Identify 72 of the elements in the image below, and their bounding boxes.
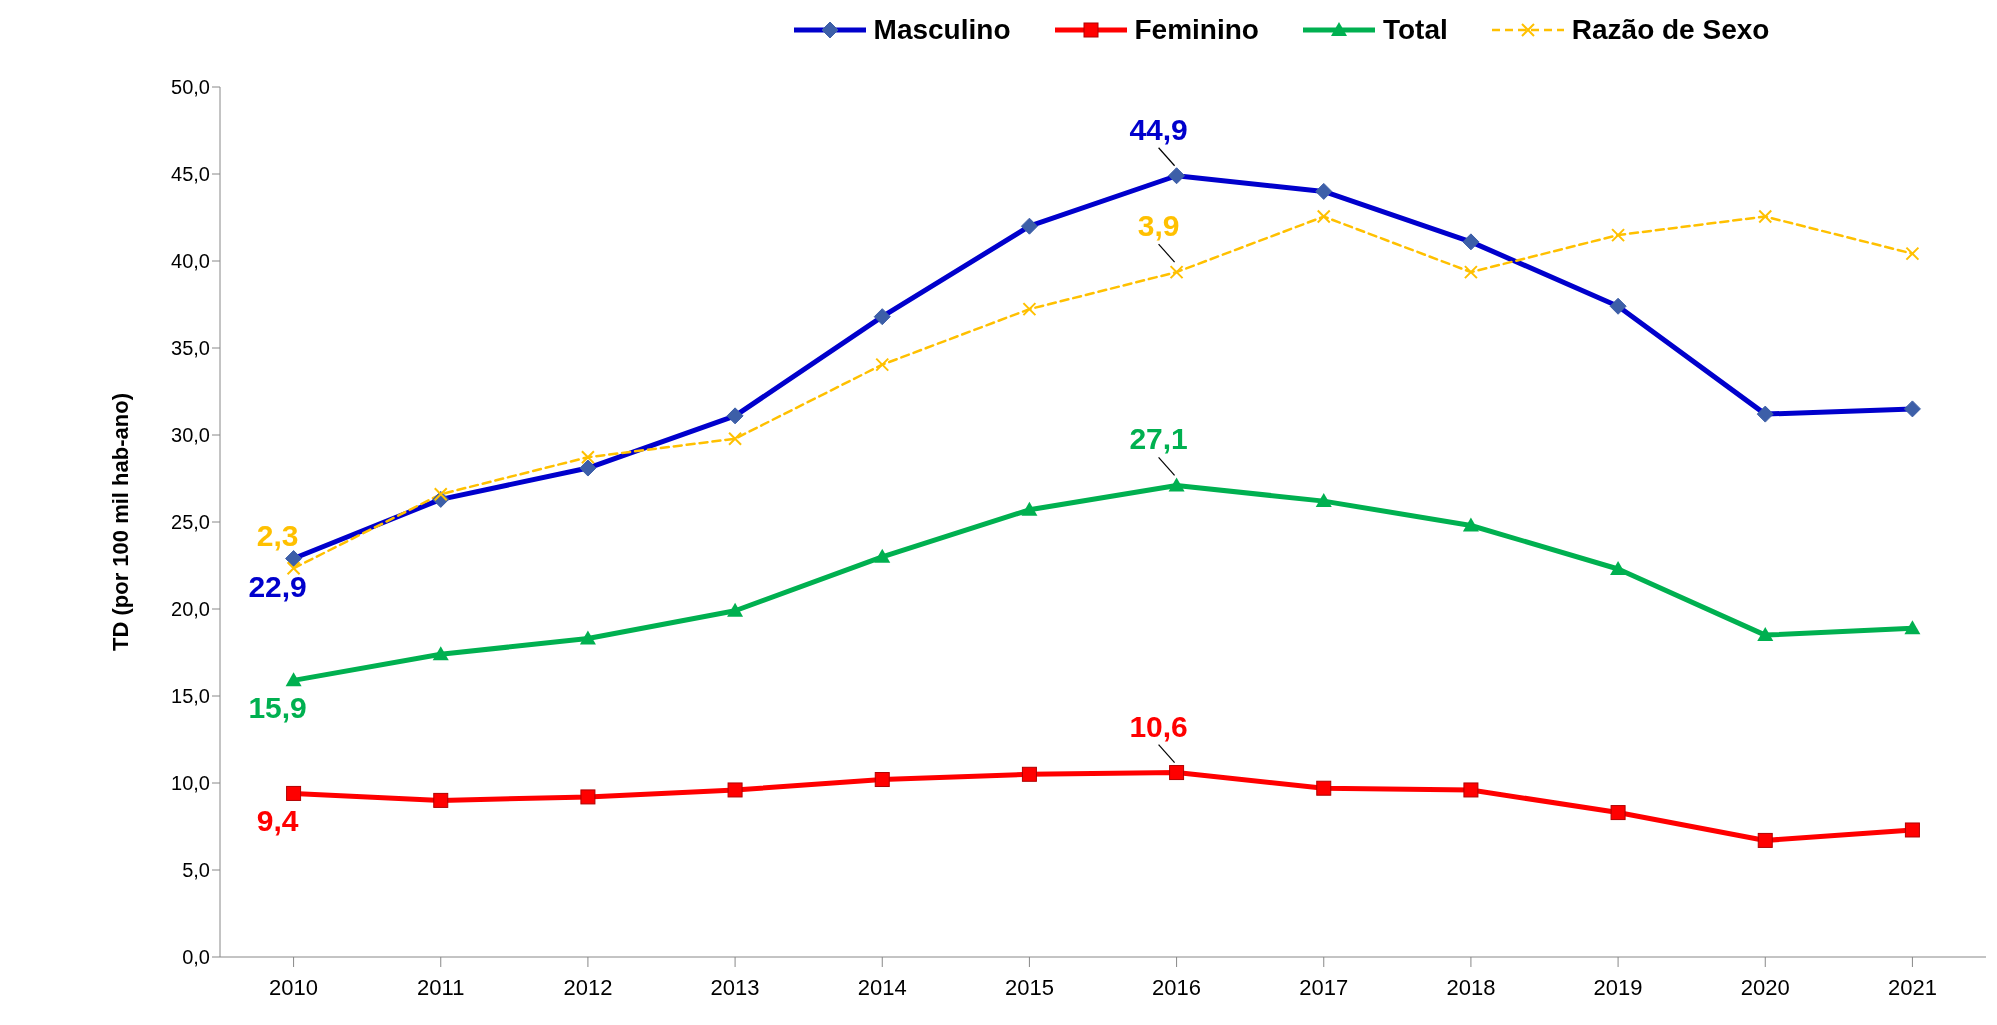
- point: [874, 548, 891, 563]
- point: [727, 782, 743, 798]
- point: [1904, 620, 1921, 635]
- x-tick-label: 2013: [710, 974, 760, 1000]
- point: [433, 487, 448, 502]
- x-tick-label: 2016: [1152, 974, 1202, 1000]
- y-tick-label: 5,0: [182, 859, 210, 882]
- data-label: 2,3: [256, 519, 299, 553]
- point: [875, 357, 890, 372]
- point: [1904, 822, 1920, 838]
- point: [1022, 302, 1037, 317]
- y-tick-label: 35,0: [171, 337, 210, 360]
- x-tick-label: 2017: [1299, 974, 1349, 1000]
- y-tick-label: 40,0: [171, 250, 210, 273]
- x-tick-label: 2019: [1593, 974, 1643, 1000]
- data-label: 44,9: [1129, 112, 1188, 146]
- point: [580, 450, 595, 465]
- point: [1169, 265, 1184, 280]
- x-tick-label: 2010: [269, 974, 319, 1000]
- point: [580, 789, 596, 805]
- y-tick-label: 50,0: [171, 76, 210, 99]
- legend-label: Total: [1382, 14, 1448, 46]
- point: [286, 561, 301, 576]
- x-tick-label: 2015: [1004, 974, 1054, 1000]
- point: [728, 431, 743, 446]
- y-tick-label: 30,0: [171, 424, 210, 447]
- point: [1462, 517, 1479, 532]
- point: [1316, 209, 1331, 224]
- x-tick-label: 2014: [857, 974, 907, 1000]
- x-tick-label: 2021: [1887, 974, 1937, 1000]
- point: [1463, 265, 1478, 280]
- point: [285, 672, 302, 687]
- point: [1168, 477, 1185, 492]
- data-label: 15,9: [248, 691, 307, 725]
- point: [874, 772, 890, 788]
- point: [1905, 246, 1920, 261]
- point: [1757, 627, 1774, 642]
- point: [1610, 560, 1627, 575]
- point: [1021, 766, 1037, 782]
- legend-label: Razão de Sexo: [1571, 14, 1770, 46]
- legend-label: Feminino: [1134, 14, 1259, 46]
- x-tick-label: 2018: [1446, 974, 1496, 1000]
- point: [433, 792, 449, 808]
- y-axis-title: TD (por 100 mil hab-ano): [107, 393, 133, 651]
- point: [1757, 832, 1773, 848]
- point: [1463, 782, 1479, 798]
- x-tick-label: 2012: [563, 974, 613, 1000]
- y-tick-label: 10,0: [171, 772, 210, 795]
- y-tick-label: 15,0: [171, 685, 210, 708]
- y-tick-label: 20,0: [171, 598, 210, 621]
- legend-label: Masculino: [873, 14, 1011, 46]
- point: [1169, 765, 1185, 781]
- point: [1758, 209, 1773, 224]
- data-label: 27,1: [1129, 422, 1188, 456]
- data-label: 22,9: [248, 569, 307, 603]
- data-label: 3,9: [1137, 209, 1180, 243]
- point: [1021, 501, 1038, 516]
- point: [727, 602, 744, 617]
- y-tick-label: 25,0: [171, 511, 210, 534]
- point: [432, 646, 449, 661]
- x-tick-label: 2020: [1740, 974, 1790, 1000]
- x-tick-label: 2011: [417, 974, 465, 1000]
- data-label: 9,4: [256, 804, 299, 838]
- point: [1610, 805, 1626, 821]
- point: [1315, 493, 1332, 508]
- y-tick-label: 0,0: [182, 946, 210, 969]
- point: [579, 630, 596, 645]
- point: [1316, 780, 1332, 796]
- y-tick-label: 45,0: [171, 163, 210, 186]
- point: [1611, 228, 1626, 243]
- point: [286, 785, 302, 801]
- data-label: 10,6: [1129, 709, 1188, 743]
